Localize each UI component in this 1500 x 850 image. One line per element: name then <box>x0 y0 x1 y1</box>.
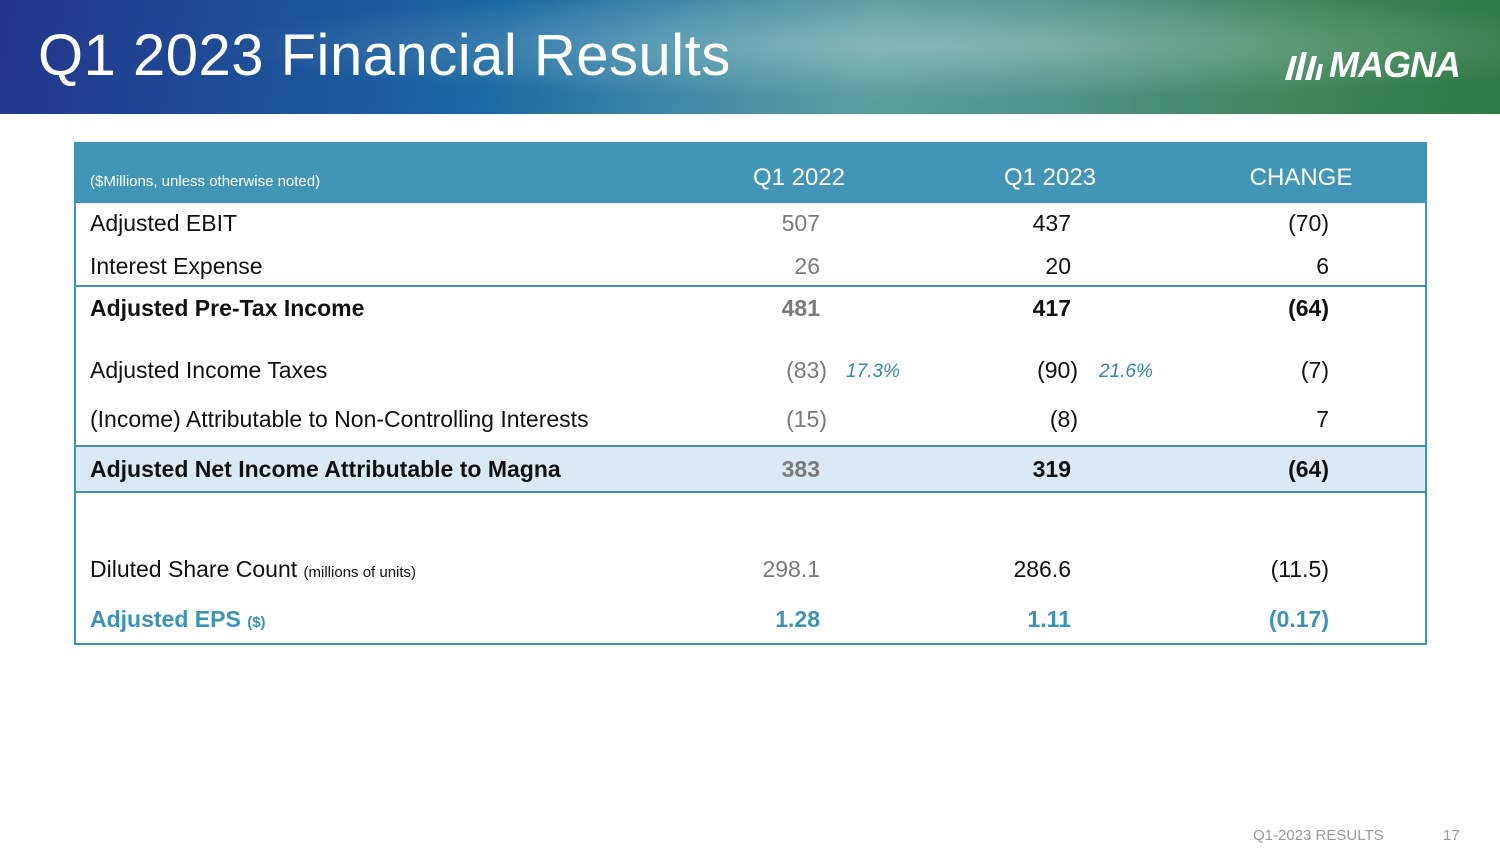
highlighted-row-background <box>76 445 1425 493</box>
title-banner: Q1 2023 Financial Results MAGNA <box>0 0 1500 114</box>
column-header-q1-2023: Q1 2023 <box>1003 164 1097 191</box>
footer-label: Q1-2023 RESULTS <box>1253 827 1384 844</box>
q1-2023-value: 417 <box>1032 295 1071 321</box>
row-label-unit: (millions of units) <box>303 564 417 581</box>
q1-2022-value: 383 <box>781 456 820 482</box>
q1-2022-value: 298.1 <box>762 556 820 582</box>
row-label: Adjusted Income Taxes <box>90 357 328 383</box>
row-label: Adjusted Pre-Tax Income <box>90 295 365 321</box>
q1-2022-tax-rate: 17.3% <box>846 361 900 382</box>
row-label: Adjusted Net Income Attributable to Magn… <box>90 456 561 482</box>
q1-2023-value: (90) <box>1037 357 1078 383</box>
q1-2022-value: 1.28 <box>775 606 820 632</box>
change-value: (70) <box>1288 210 1329 236</box>
row-label: (Income) Attributable to Non-Controlling… <box>90 406 589 432</box>
row-label-text: Diluted Share Count <box>90 556 298 582</box>
change-value: (0.17) <box>1268 606 1329 632</box>
q1-2023-value: 1.11 <box>1027 606 1072 632</box>
column-header-change: CHANGE <box>1249 164 1353 191</box>
q1-2023-value: 319 <box>1032 456 1071 482</box>
q1-2023-value: 437 <box>1032 210 1071 236</box>
q1-2023-value: (8) <box>1049 406 1078 432</box>
page-title: Q1 2023 Financial Results <box>38 23 731 88</box>
row-label: Adjusted EPS ($) <box>90 606 266 633</box>
change-value: 6 <box>1316 253 1329 279</box>
table-header: ($Millions, unless otherwise noted) Q1 2… <box>76 142 1425 203</box>
row-label-unit: ($) <box>247 614 266 631</box>
financial-results-table: ($Millions, unless otherwise noted) Q1 2… <box>74 142 1427 645</box>
change-value: (64) <box>1288 456 1329 482</box>
row-label: Diluted Share Count (millions of units) <box>90 556 416 583</box>
change-value: (11.5) <box>1270 556 1329 582</box>
q1-2022-value: (83) <box>786 357 827 383</box>
q1-2023-value: 286.6 <box>1013 556 1071 582</box>
row-label: Interest Expense <box>90 253 263 279</box>
row-divider <box>76 285 1425 287</box>
change-value: (64) <box>1288 295 1329 321</box>
q1-2023-value: 20 <box>1045 253 1071 279</box>
change-value: (7) <box>1300 357 1329 383</box>
row-label: Adjusted EBIT <box>90 210 238 236</box>
magna-logo-icon <box>1285 50 1325 80</box>
q1-2022-value: (15) <box>786 406 827 432</box>
page-number: 17 <box>1443 827 1460 844</box>
q1-2022-value: 507 <box>781 210 820 236</box>
logo-wordmark: MAGNA <box>1329 44 1461 85</box>
q1-2022-value: 26 <box>794 253 820 279</box>
q1-2023-tax-rate: 21.6% <box>1099 361 1153 382</box>
column-header-q1-2022: Q1 2022 <box>752 164 846 191</box>
change-value: 7 <box>1316 406 1329 432</box>
units-note: ($Millions, unless otherwise noted) <box>90 173 321 190</box>
row-label-text: Adjusted EPS <box>90 606 241 632</box>
q1-2022-value: 481 <box>781 295 820 321</box>
magna-logo: MAGNA <box>1285 44 1461 86</box>
